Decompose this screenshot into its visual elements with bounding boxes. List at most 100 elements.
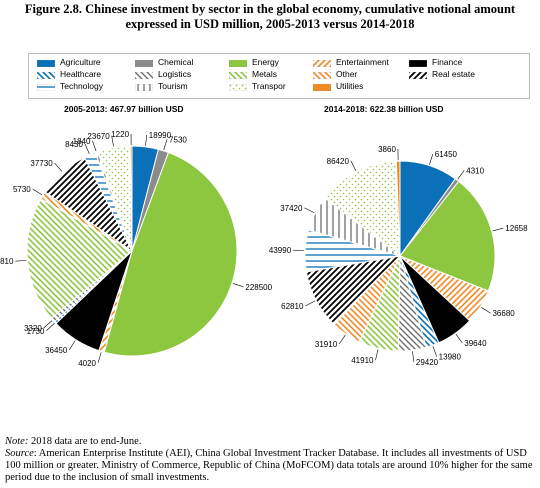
- legend-label: Finance: [432, 57, 463, 67]
- legend-item-utilities: Utilities: [312, 81, 364, 91]
- pie-slice-energy: [399, 180, 496, 292]
- data-label-entertainment: 4020: [78, 359, 96, 368]
- leader-line-entertainment: [97, 352, 102, 364]
- legend-swatch: [408, 71, 428, 79]
- pie-slice-utilities: [395, 160, 401, 257]
- legend-label: Entertainment: [336, 57, 389, 67]
- data-label-finance: 39640: [464, 339, 487, 348]
- leader-line-healthcare: [432, 346, 437, 357]
- data-label-agriculture: 61450: [435, 150, 458, 159]
- legend-item-metals: Metals: [228, 69, 278, 79]
- figure-title-line2: expressed in USD million, 2005-2013 vers…: [125, 17, 415, 31]
- legend-swatch: [312, 71, 332, 79]
- legend-item-tourism: Tourism: [134, 81, 188, 91]
- leader-line-real-estate: [305, 300, 316, 307]
- leader-line-finance: [455, 333, 463, 344]
- legend-swatch: [228, 83, 248, 91]
- leader-line-energy: [232, 283, 244, 288]
- leader-line-chemical: [163, 139, 168, 150]
- data-label-energy: 228500: [245, 283, 272, 292]
- data-label-other: 31910: [315, 340, 338, 349]
- legend-item-energy: Energy: [228, 57, 279, 67]
- legend-label: Healthcare: [60, 69, 102, 79]
- legend-item-healthcare: Healthcare: [36, 69, 102, 79]
- legend-label: Utilities: [336, 81, 364, 91]
- legend-swatch: [134, 83, 154, 91]
- data-label-entertainment: 36680: [492, 309, 515, 318]
- data-label-transpor: 23670: [87, 132, 110, 141]
- leader-line-logistics: [43, 320, 53, 329]
- data-label-tourism: 1840: [73, 137, 91, 146]
- legend-label: Other: [336, 69, 358, 79]
- legend-label: Tourism: [158, 81, 188, 91]
- data-label-tourism: 37420: [280, 204, 303, 213]
- data-label-real-estate: 37730: [30, 159, 53, 168]
- data-label-logistics: 29420: [416, 358, 439, 367]
- legend: Agriculture Chemical Energy Entertainment Fi…: [28, 53, 530, 99]
- pie-title-2014-2018: 2014-2018: 622.38 billion USD: [324, 104, 444, 114]
- legend-swatch: [312, 83, 332, 91]
- pie-slice-metals: [26, 198, 133, 319]
- leader-line-metals: [375, 349, 379, 361]
- legend-swatch: [134, 59, 154, 67]
- legend-label: Real estate: [432, 69, 475, 79]
- data-label-logistics: 3320: [24, 324, 42, 333]
- leader-line-agriculture: [429, 154, 434, 165]
- leader-line-energy: [492, 227, 504, 232]
- legend-swatch: [408, 59, 428, 67]
- leader-line-finance: [69, 340, 76, 350]
- data-label-utilities: 3860: [378, 145, 396, 154]
- leader-line-tourism: [304, 207, 315, 214]
- data-label-finance: 36450: [45, 346, 68, 355]
- figure-title-line1: Figure 2.8. Chinese investment by sector…: [24, 2, 516, 16]
- legend-swatch: [228, 59, 248, 67]
- legend-label: Agriculture: [60, 57, 101, 67]
- leader-line-logistics: [412, 351, 415, 363]
- legend-swatch: [312, 59, 332, 67]
- legend-item-agriculture: Agriculture: [36, 57, 101, 67]
- data-label-utilities: 1220: [111, 130, 129, 139]
- leader-line-transpor: [111, 135, 114, 147]
- leader-line-transpor: [350, 160, 357, 171]
- leader-line-technology: [84, 143, 90, 155]
- source-text: : American Enterprise Institute (AEI), C…: [5, 448, 533, 483]
- pie-title-2005-2013: 2005-2013: 467.97 billion USD: [64, 104, 184, 114]
- data-label-technology: 43990: [269, 246, 292, 255]
- legend-item-transpor: Transpor: [228, 81, 286, 91]
- leader-line-real-estate: [54, 163, 63, 172]
- legend-item-entertainment: Entertainment: [312, 57, 389, 67]
- note-line: Note: 2018 data are to end-June.: [5, 436, 535, 448]
- leader-line-metals: [15, 259, 27, 262]
- data-label-transpor: 86420: [327, 157, 350, 166]
- data-label-healthcare: 1730: [27, 327, 45, 336]
- legend-item-real-estate: Real estate: [408, 69, 475, 79]
- notes: Note: 2018 data are to end-June. Source:…: [5, 436, 535, 484]
- legend-label: Chemical: [158, 57, 194, 67]
- legend-label: Energy: [252, 57, 279, 67]
- data-label-technology: 8430: [65, 140, 83, 149]
- legend-label: Technology: [60, 81, 104, 91]
- legend-swatch: [36, 59, 56, 67]
- legend-label: Metals: [252, 69, 278, 79]
- data-label-metals: 810: [0, 257, 14, 266]
- legend-swatch: [228, 71, 248, 79]
- data-label-chemical: 7530: [169, 135, 187, 144]
- legend-item-chemical: Chemical: [134, 57, 194, 67]
- pie-slice-utilities: [129, 145, 133, 252]
- leader-line-other: [32, 188, 43, 196]
- pie-slice-transpor: [324, 160, 401, 258]
- legend-swatch: [36, 71, 56, 79]
- data-label-healthcare: 13980: [439, 353, 462, 362]
- legend-item-finance: Finance: [408, 57, 463, 67]
- leader-line-tourism: [92, 140, 97, 152]
- data-label-agriculture: 18990: [149, 131, 172, 140]
- leader-line-agriculture: [145, 134, 148, 146]
- data-label-energy: 12658: [505, 224, 528, 233]
- data-label-other: 5730: [13, 185, 31, 194]
- data-label-chemical: 4310: [466, 166, 484, 175]
- data-label-real-estate: 62810: [281, 302, 304, 311]
- legend-label: Logistics: [158, 69, 192, 79]
